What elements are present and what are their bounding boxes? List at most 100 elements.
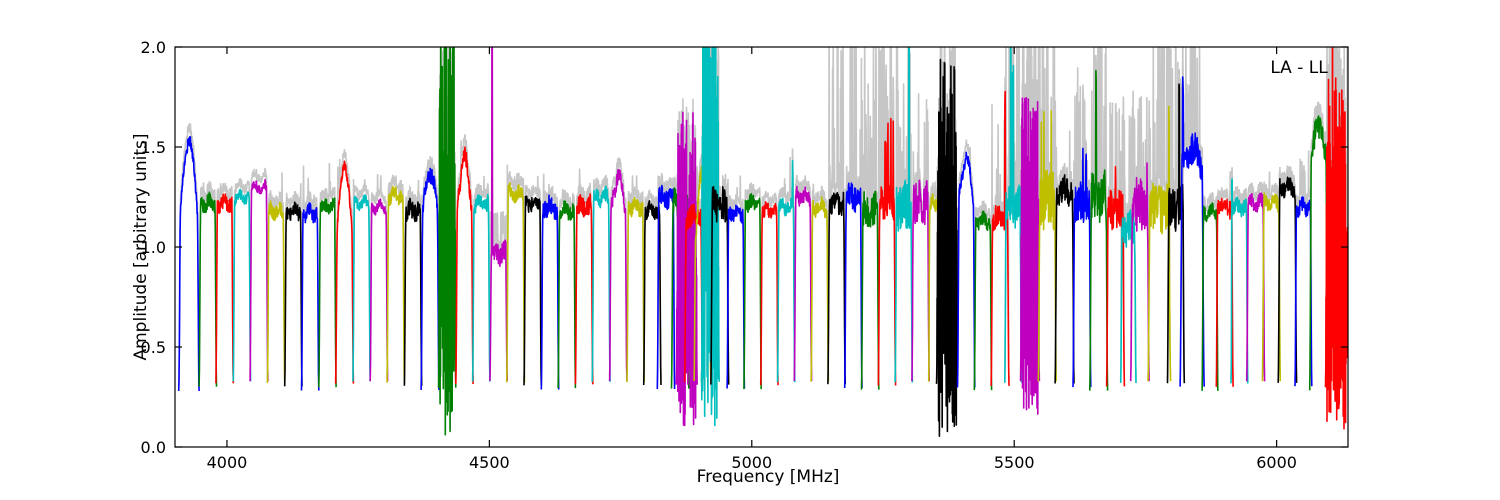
subband-4-m bbox=[249, 178, 269, 382]
subband-10-c bbox=[352, 194, 371, 382]
subband-66-c bbox=[1230, 178, 1249, 384]
subband-14-b bbox=[420, 167, 440, 391]
subband-19-y bbox=[505, 182, 526, 383]
subband-52-c bbox=[1004, 47, 1023, 383]
subband-26-y bbox=[626, 196, 645, 383]
subband-gray-11 bbox=[369, 173, 389, 377]
subband-gray-16 bbox=[455, 134, 474, 380]
subband-68-y bbox=[1261, 192, 1282, 382]
subband-45-c bbox=[894, 47, 914, 383]
subband-53-m bbox=[1019, 96, 1041, 415]
subband-18-m bbox=[489, 47, 508, 382]
subband-57-g bbox=[1089, 69, 1109, 391]
subband-gray-26 bbox=[626, 175, 645, 378]
subband-12-y bbox=[386, 185, 406, 383]
subband-20-k bbox=[523, 195, 543, 386]
subband-46-m bbox=[911, 179, 930, 382]
subband-gray-71 bbox=[1308, 96, 1329, 387]
subband-gray-61 bbox=[1147, 47, 1172, 377]
subband-6-k bbox=[283, 201, 303, 387]
subband-49-b bbox=[956, 151, 976, 388]
subband-gray-69 bbox=[1277, 165, 1298, 379]
subband-42-b bbox=[843, 182, 863, 389]
subband-21-b bbox=[540, 194, 560, 390]
subband-gray-56 bbox=[1072, 67, 1092, 383]
subband-gray-8 bbox=[318, 162, 337, 383]
subband-8-g bbox=[318, 197, 337, 388]
subband-gray-55 bbox=[1054, 130, 1075, 379]
subband-70-b bbox=[1294, 196, 1313, 387]
subband-63-b bbox=[1179, 76, 1205, 387]
axis-ticks bbox=[175, 46, 1348, 448]
tick-labels: 4000 4500 5000 5500 6000 0.0 0.5 1.0 1.5 2.0 bbox=[141, 38, 1297, 472]
subband-61-y bbox=[1147, 105, 1172, 382]
subband-7-b bbox=[300, 202, 320, 391]
x-tick-label: 4000 bbox=[207, 453, 248, 472]
x-tick-label: 5500 bbox=[994, 453, 1035, 472]
subband-gray-4 bbox=[249, 167, 269, 377]
subband-55-k bbox=[1054, 174, 1075, 384]
subband-gray-37 bbox=[759, 190, 779, 381]
subband-gray-68 bbox=[1261, 171, 1282, 377]
subband-gray-1 bbox=[198, 180, 218, 383]
subband-40-y bbox=[810, 196, 830, 382]
subband-gray-65 bbox=[1215, 171, 1234, 383]
subband-gray-46 bbox=[911, 93, 930, 377]
subband-65-r bbox=[1215, 197, 1234, 387]
subband-5-y bbox=[266, 200, 286, 384]
subband-25-m bbox=[608, 168, 628, 382]
subband-gray-24 bbox=[591, 174, 611, 378]
x-axis-label: Frequency [MHz] bbox=[696, 467, 840, 487]
subband-gray-36 bbox=[743, 182, 762, 385]
subband-60-m bbox=[1129, 162, 1150, 382]
subband-56-b bbox=[1072, 147, 1092, 388]
subband-22-g bbox=[557, 200, 577, 389]
subband-0-b bbox=[177, 136, 200, 392]
subband-gray-35 bbox=[726, 175, 746, 385]
corner-annotation: LA - LL bbox=[1270, 58, 1328, 78]
subband-58-r bbox=[1105, 165, 1126, 387]
y-tick-label: 0.5 bbox=[141, 338, 166, 357]
subband-gray-49 bbox=[956, 139, 976, 384]
subband-gray-6 bbox=[283, 183, 303, 382]
subband-gray-10 bbox=[352, 178, 371, 377]
subband-24-c bbox=[591, 185, 611, 382]
subband-gray-12 bbox=[386, 174, 406, 379]
subband-36-g bbox=[743, 192, 762, 390]
subband-16-r bbox=[455, 146, 474, 385]
subband-gray-50 bbox=[973, 200, 993, 386]
subband-9-r bbox=[334, 160, 355, 384]
subband-11-m bbox=[369, 198, 389, 382]
subband-35-b bbox=[726, 204, 746, 389]
subband-39-m bbox=[793, 185, 813, 382]
x-tick-label: 4500 bbox=[469, 453, 510, 472]
subband-37-r bbox=[759, 201, 779, 386]
subband-gray-25 bbox=[608, 157, 628, 377]
subband-gray-14 bbox=[420, 156, 440, 386]
subband-50-g bbox=[973, 210, 993, 391]
subband-54-y bbox=[1037, 110, 1057, 382]
y-tick-label: 1.0 bbox=[141, 238, 166, 257]
subband-38-c bbox=[776, 160, 796, 383]
subband-3-c bbox=[232, 188, 252, 382]
subband-72-r bbox=[1324, 47, 1348, 430]
subband-31-r bbox=[683, 203, 704, 383]
subband-15-g bbox=[437, 47, 457, 436]
subband-gray-3 bbox=[232, 178, 252, 377]
subband-41-k bbox=[827, 191, 846, 385]
subband-gray-39 bbox=[793, 174, 813, 377]
subband-2-r bbox=[215, 193, 235, 384]
subband-gray-41 bbox=[827, 47, 846, 380]
x-tick-label: 5000 bbox=[731, 453, 772, 472]
y-tick-label: 0.0 bbox=[141, 438, 166, 457]
subband-gray-20 bbox=[523, 175, 543, 381]
subband-67-m bbox=[1245, 192, 1266, 382]
subband-gray-42 bbox=[843, 47, 863, 384]
subband-34-k bbox=[710, 186, 730, 385]
subband-gray-9 bbox=[334, 148, 355, 380]
subband-71-g bbox=[1308, 115, 1329, 391]
y-axis-label: Amplitude [arbitrary units] bbox=[131, 133, 151, 361]
subband-69-k bbox=[1277, 176, 1298, 383]
subband-17-c bbox=[471, 193, 491, 382]
subband-gray-7 bbox=[300, 165, 320, 387]
